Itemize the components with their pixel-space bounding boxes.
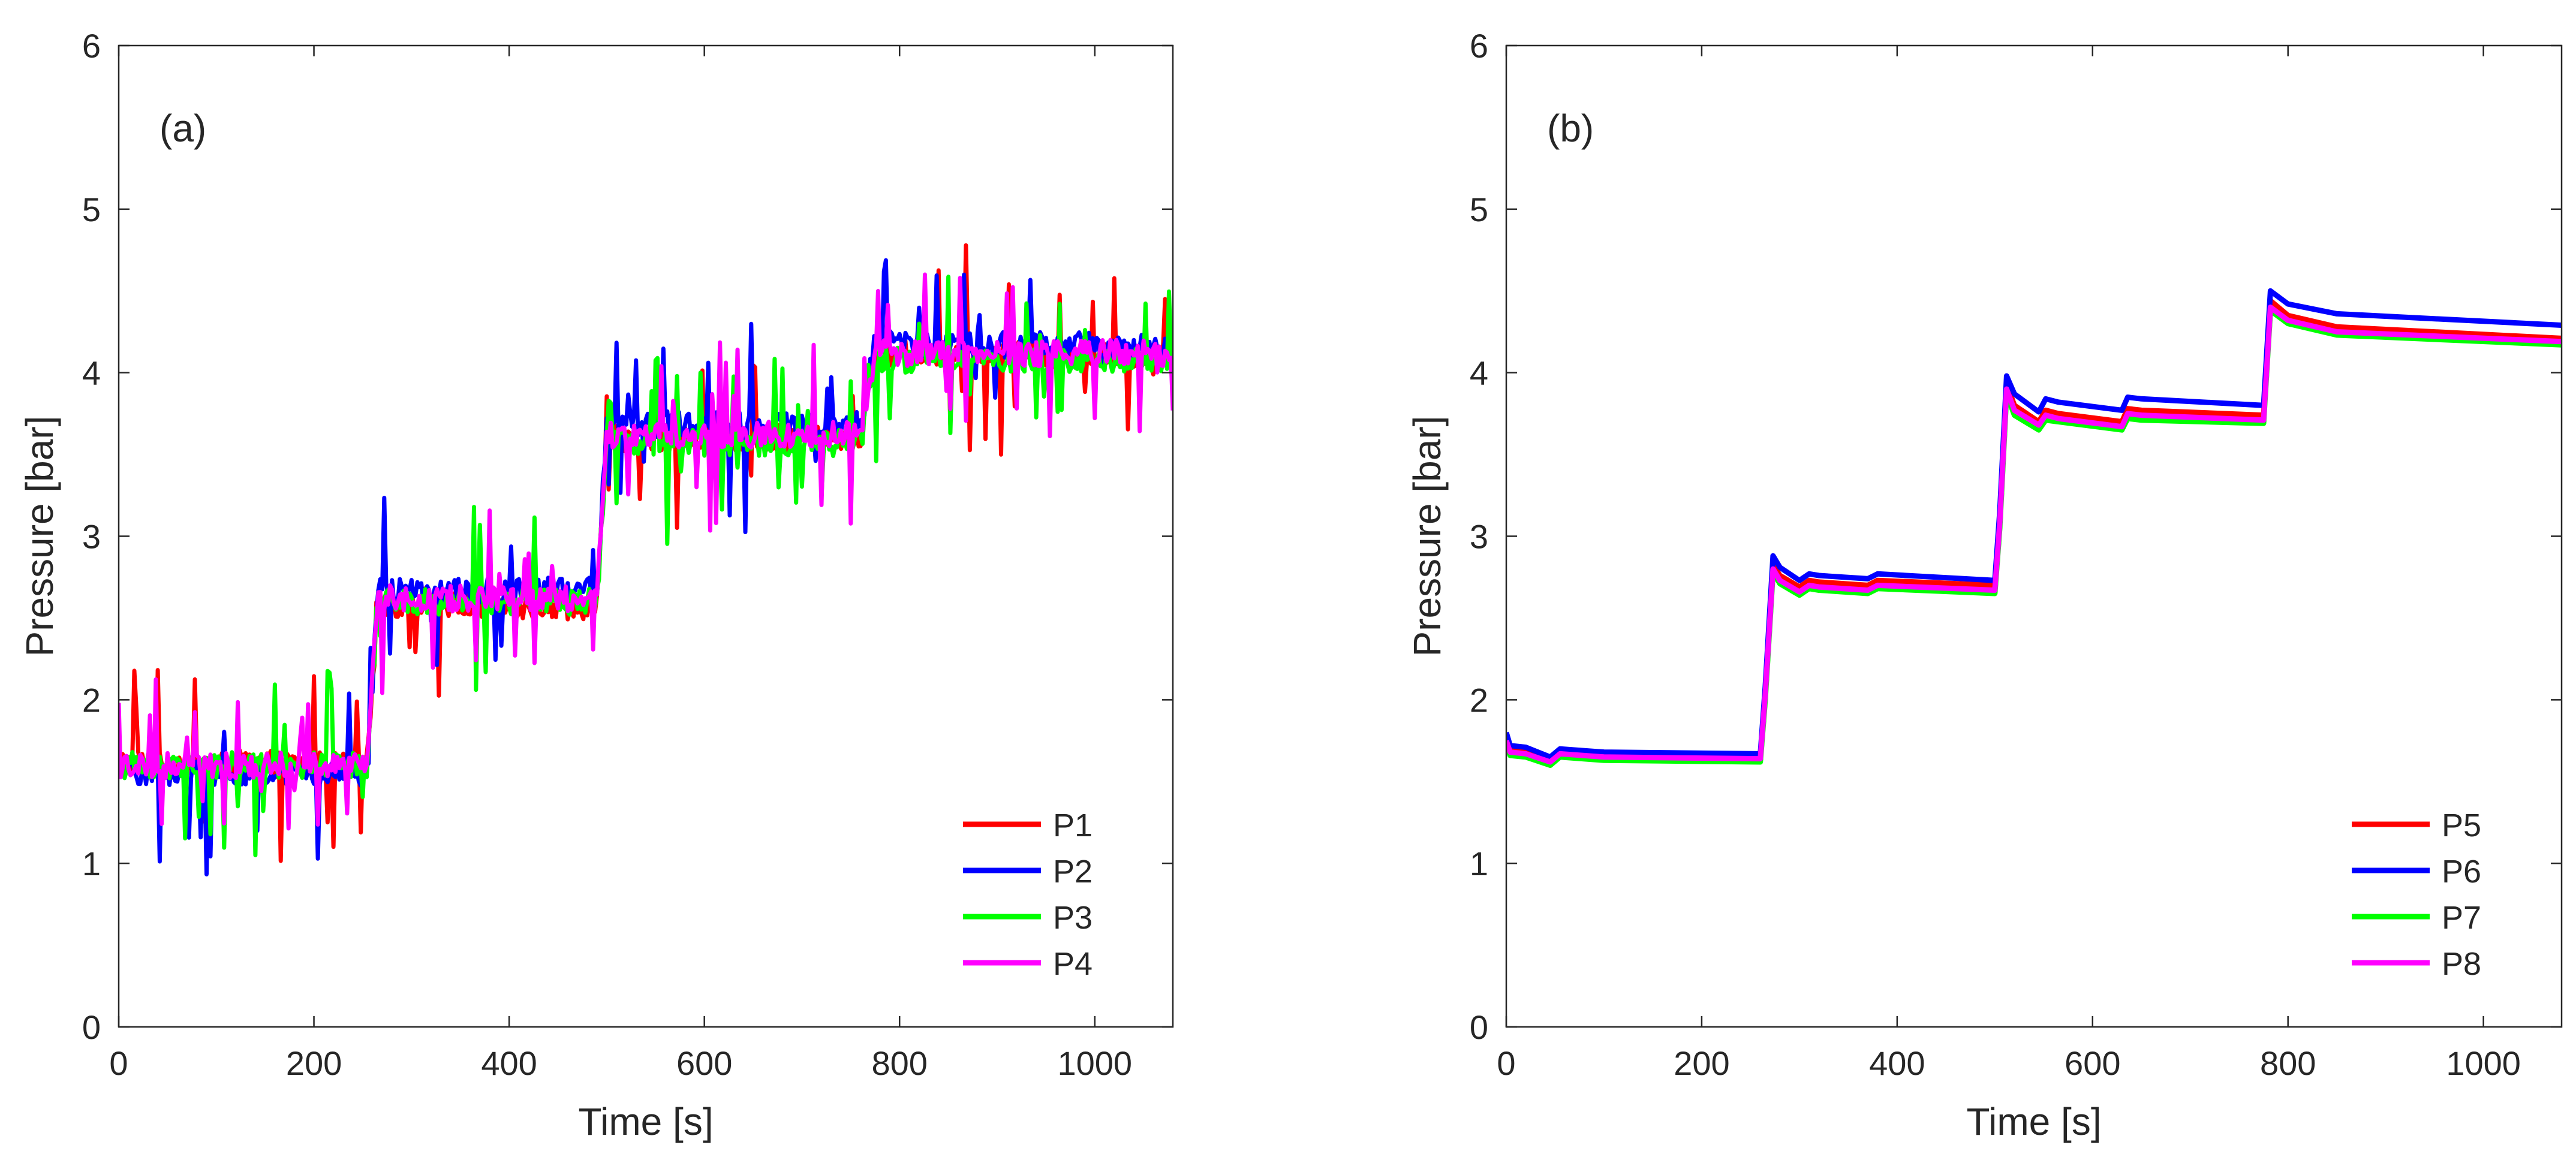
legend-label-p7: P7: [2442, 900, 2481, 936]
series-line-p6: [1506, 288, 2562, 760]
y-axis-label: Pressure [bar]: [1406, 416, 1449, 657]
legend-label-p8: P8: [2442, 946, 2481, 982]
y-tick-label: 1: [82, 845, 101, 882]
y-axis-label: Pressure [bar]: [18, 416, 61, 657]
series-line-p5: [1506, 298, 2562, 763]
x-tick-label: 400: [481, 1044, 537, 1082]
y-tick-label: 6: [1470, 27, 1488, 65]
x-axis-label: Time [s]: [578, 1100, 713, 1143]
y-tick-label: 3: [82, 518, 101, 556]
panel-label: (a): [160, 107, 206, 150]
x-tick-label: 0: [1497, 1044, 1515, 1082]
x-tick-label: 400: [1869, 1044, 1925, 1082]
x-tick-label: 200: [1674, 1044, 1729, 1082]
y-tick-label: 0: [1470, 1008, 1488, 1046]
y-tick-label: 6: [82, 27, 101, 65]
legend: P1 P2 P3 P4: [963, 808, 1093, 982]
legend-label-p5: P5: [2442, 808, 2481, 843]
x-tick-label: 200: [286, 1044, 342, 1082]
legend-label-p2: P2: [1053, 854, 1093, 890]
y-tick-label: 5: [82, 191, 101, 228]
x-tick-label: 1000: [1057, 1044, 1132, 1082]
series-line-p8: [1506, 305, 2562, 765]
x-tick-label: 1000: [2446, 1044, 2521, 1082]
y-tick-label: 1: [1470, 845, 1488, 882]
series-group: [119, 243, 1173, 876]
axes-box: [118, 44, 1174, 1028]
legend: P5 P6 P7 P8: [2352, 808, 2481, 982]
series-line-p4: [119, 272, 1173, 831]
x-tick-label: 800: [872, 1044, 928, 1082]
y-tick-label: 0: [82, 1008, 101, 1046]
chart-panel-b: 0 200 400 600 800 1000 0 1 2 3 4 5 6 Time [s] Pressure…: [1406, 27, 2563, 1143]
legend-label-p1: P1: [1053, 808, 1093, 843]
y-tick-label: 2: [1470, 681, 1488, 719]
y-tick-label: 5: [1470, 191, 1488, 228]
panel-label: (b): [1547, 107, 1594, 150]
x-tick-label: 800: [2260, 1044, 2316, 1082]
series-line-p7: [1506, 308, 2562, 768]
y-tick-label: 4: [1470, 354, 1488, 392]
y-tick-label: 2: [82, 681, 101, 719]
x-tick-label: 0: [109, 1044, 128, 1082]
legend-label-p3: P3: [1053, 900, 1093, 936]
x-tick-label: 600: [2065, 1044, 2120, 1082]
legend-label-p6: P6: [2442, 854, 2481, 890]
series-group: [1506, 288, 2562, 768]
chart-panel-a: 0 200 400 600 800 1000 0 1 2 3 4 5 6 Time [s] Pressure…: [18, 27, 1174, 1143]
axes-box: [1505, 44, 2563, 1028]
y-tick-label: 4: [82, 354, 101, 392]
y-tick-label: 3: [1470, 518, 1488, 556]
x-axis-label: Time [s]: [1966, 1100, 2101, 1143]
legend-label-p4: P4: [1053, 946, 1093, 982]
x-tick-label: 600: [676, 1044, 732, 1082]
